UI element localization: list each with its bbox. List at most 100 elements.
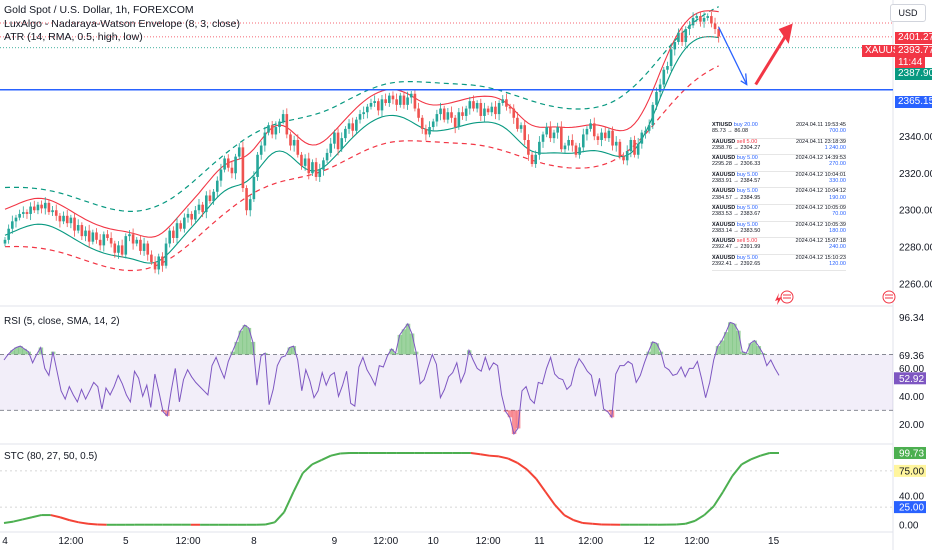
candle-body xyxy=(18,213,21,218)
trade-time: 2024.04.12 10:04:12 xyxy=(795,188,846,195)
candle-body xyxy=(490,106,494,113)
arrow-up-line xyxy=(754,30,790,86)
stc-segment xyxy=(87,522,98,526)
candle-body xyxy=(54,210,58,216)
trade-row: XAUUSD buy 5.00 2384.57 → 2384.95 2024.04.… xyxy=(712,188,846,205)
candle-body xyxy=(311,162,314,174)
candle-body xyxy=(523,125,527,140)
rsi-overbought-fill xyxy=(10,350,15,355)
candle-body xyxy=(713,23,717,30)
candle-body xyxy=(29,206,32,214)
candle-body xyxy=(622,156,625,161)
candle-body xyxy=(248,199,252,211)
candle-body xyxy=(267,125,270,133)
trade-prices: 2383.14 → 2383.50 xyxy=(712,227,761,234)
candle-body xyxy=(256,154,259,177)
candle-body xyxy=(519,125,523,129)
candle-body xyxy=(699,16,702,22)
candle-body xyxy=(680,32,684,42)
stc-segment xyxy=(59,516,70,522)
currency-button[interactable]: USD xyxy=(890,4,926,22)
trade-symbol: XAUUSD xyxy=(712,204,736,211)
candle-body xyxy=(508,106,512,109)
candle-body xyxy=(208,195,212,201)
candle-body xyxy=(611,130,614,146)
candle-body xyxy=(289,134,292,146)
candle-body xyxy=(431,121,435,128)
candle-body xyxy=(226,158,230,168)
atr-indicator-title[interactable]: ATR (14, RMA, 0.5, high, low) xyxy=(4,31,143,43)
candle-body xyxy=(322,160,325,170)
trade-side: sell 5.00 xyxy=(736,238,758,245)
trade-pnl: 190.00 xyxy=(829,194,846,201)
rsi-overbought-fill xyxy=(401,329,407,355)
stc-segment xyxy=(554,504,565,516)
candle-body xyxy=(303,158,307,166)
candle-body xyxy=(629,139,633,152)
candle-body xyxy=(281,114,285,122)
candle-body xyxy=(527,139,530,155)
time-axis-tick: 12 xyxy=(644,536,656,547)
candle-body xyxy=(186,213,190,218)
trade-prices: 2392.41 → 2392.65 xyxy=(712,261,761,268)
rsi-overbought-fill xyxy=(744,353,749,355)
rsi-overbought-fill xyxy=(18,346,23,355)
time-axis-tick: 5 xyxy=(123,536,129,547)
candle-body xyxy=(362,112,365,115)
candle-body xyxy=(475,103,479,109)
trade-prices: 2383.91 → 2384.57 xyxy=(712,178,761,185)
candle-body xyxy=(581,134,585,148)
stc-segment xyxy=(685,519,696,525)
trade-prices: 2358.76 → 2304.27 xyxy=(712,144,761,151)
rsi-axis-tick: 69.36 xyxy=(899,351,924,362)
trade-time: 2024.04.12 15:10:23 xyxy=(795,254,846,261)
rsi-title: RSI (5, close, SMA, 14, 2) xyxy=(4,316,120,327)
candle-body xyxy=(647,125,651,131)
stc-level-tag xyxy=(894,464,926,477)
candle-body xyxy=(472,101,475,109)
stc-segment xyxy=(489,454,499,458)
candle-body xyxy=(7,228,10,240)
candle-body xyxy=(347,123,351,129)
candle-body xyxy=(603,132,607,139)
candle-body xyxy=(560,127,563,150)
candle-body xyxy=(669,49,673,67)
symbol-title[interactable]: Gold Spot / U.S. Dollar, 1h, FOREXCOM xyxy=(4,4,194,16)
trade-symbol: XAUUSD xyxy=(712,238,736,245)
rsi-overbought-fill xyxy=(715,346,721,355)
stc-segment xyxy=(69,519,79,524)
candle-body xyxy=(592,123,596,137)
candle-body xyxy=(556,127,559,133)
nwe-indicator-title[interactable]: LuxAlgo - Nadaraya-Watson Envelope (8, 3… xyxy=(4,18,240,30)
candle-body xyxy=(398,95,402,105)
trade-side: buy 5.00 xyxy=(736,254,758,261)
candle-body xyxy=(655,91,658,105)
candle-body xyxy=(541,134,545,142)
candle-body xyxy=(563,145,567,150)
time-axis-tick: 12:00 xyxy=(578,536,603,547)
candle-body xyxy=(706,16,710,18)
candle-body xyxy=(95,232,98,240)
stc-segment xyxy=(13,518,23,523)
candle-body xyxy=(340,138,344,150)
candle-body xyxy=(355,119,358,131)
rsi-current-tag xyxy=(894,372,926,385)
trade-history-list: XTIUSD buy 20.00 85.73 → 86.08 2024.04.11 … xyxy=(712,122,846,272)
trade-side: buy 5.00 xyxy=(736,155,758,162)
price-axis-tick: 2340.00 xyxy=(899,132,932,143)
stc-segment xyxy=(292,472,304,493)
stc-tag-value: 25.00 xyxy=(899,503,924,514)
stc-axis-tick: 0.00 xyxy=(899,521,919,532)
candle-body xyxy=(710,16,713,24)
candle-body xyxy=(409,93,413,98)
candle-body xyxy=(179,223,182,229)
price-axis-tick: 2260.00 xyxy=(899,280,932,291)
stc-segment xyxy=(750,454,761,461)
candle-body xyxy=(702,17,706,22)
rsi-overbought-fill xyxy=(719,340,725,355)
candle-body xyxy=(219,169,223,181)
trade-pnl: 330.00 xyxy=(829,178,846,185)
candle-body xyxy=(486,108,490,113)
candle-body xyxy=(201,204,204,213)
